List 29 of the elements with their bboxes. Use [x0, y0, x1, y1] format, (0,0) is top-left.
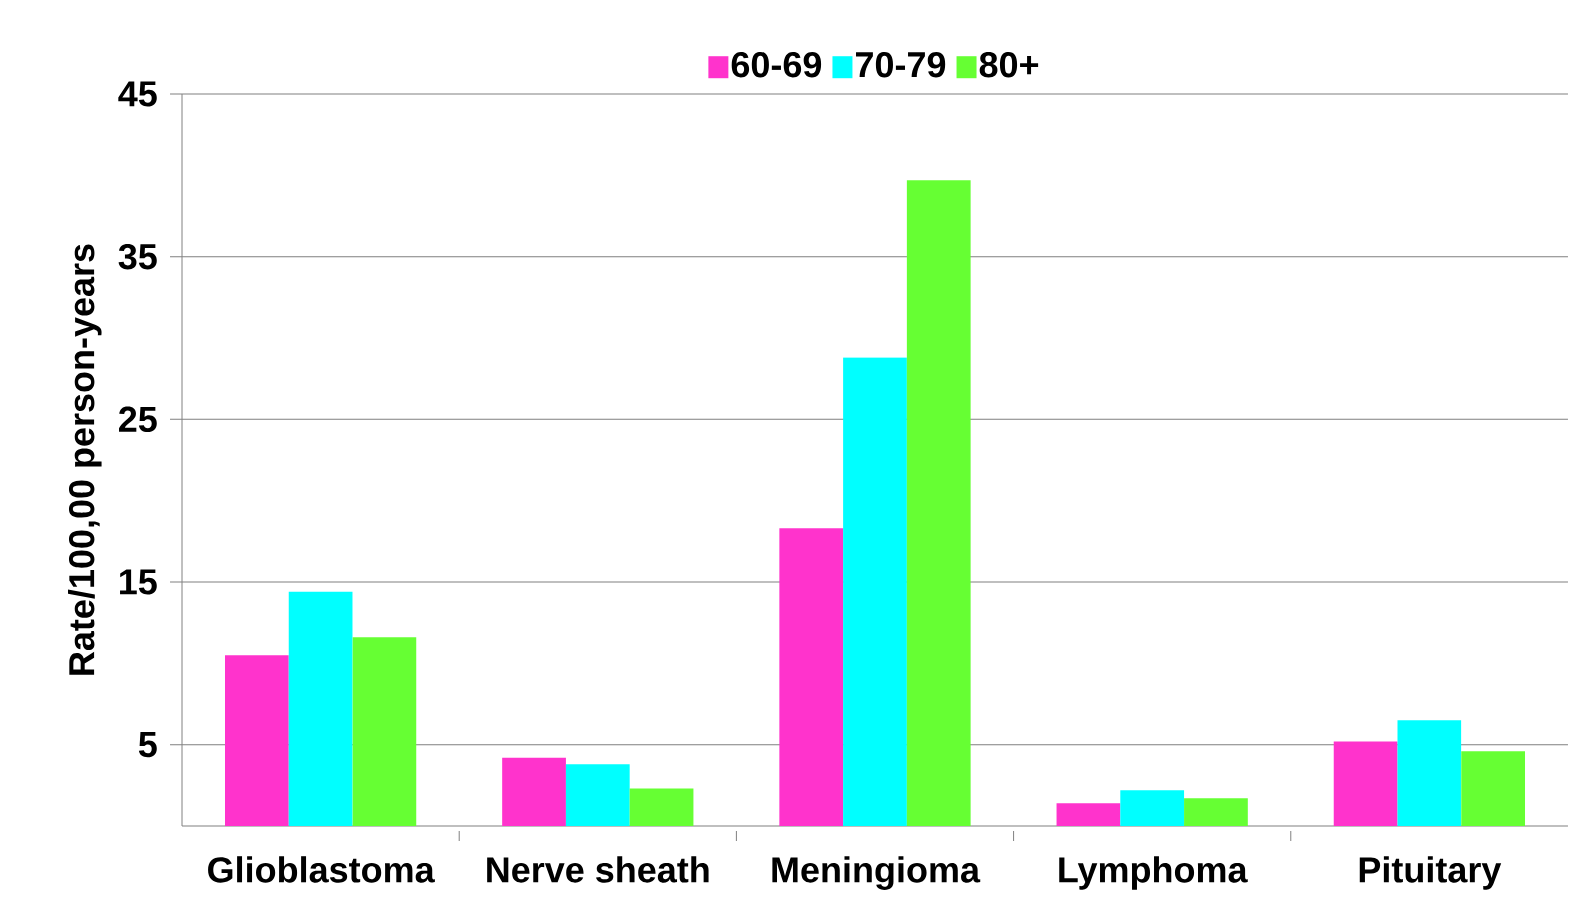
y-tick-label: 15: [120, 569, 157, 595]
y-tick-label: 5: [138, 732, 157, 758]
bar: [1397, 720, 1462, 826]
bar: [502, 757, 566, 826]
x-tick-label: Meningioma: [772, 856, 981, 890]
bar: [1120, 790, 1185, 826]
y-axis-title: Rate/100,00 person-years: [68, 244, 102, 675]
bar: [1333, 741, 1398, 826]
y-tick-label: 35: [118, 243, 157, 270]
x-tick-label: Glioblastoma: [208, 856, 435, 883]
bar: [906, 180, 971, 826]
bar: [779, 528, 844, 826]
x-tick-label: Pituitary: [1359, 856, 1502, 890]
legend-label: 80+: [979, 51, 1039, 78]
bar: [843, 357, 907, 826]
y-tick-label: 25: [119, 406, 157, 433]
x-tick-label: Nerve sheath: [487, 856, 709, 883]
bar: [1056, 803, 1121, 826]
bar: [288, 591, 353, 826]
bar: [224, 655, 289, 826]
legend-label: 70-79: [856, 51, 946, 78]
bar: [629, 788, 694, 826]
x-tick-label: Lymphoma: [1059, 856, 1248, 890]
bar: [565, 764, 630, 826]
bar: [352, 637, 417, 826]
bar: [1461, 751, 1526, 826]
y-tick-label: 45: [118, 81, 157, 107]
bar: [1184, 798, 1248, 826]
legend-label: 60-69: [731, 51, 822, 78]
